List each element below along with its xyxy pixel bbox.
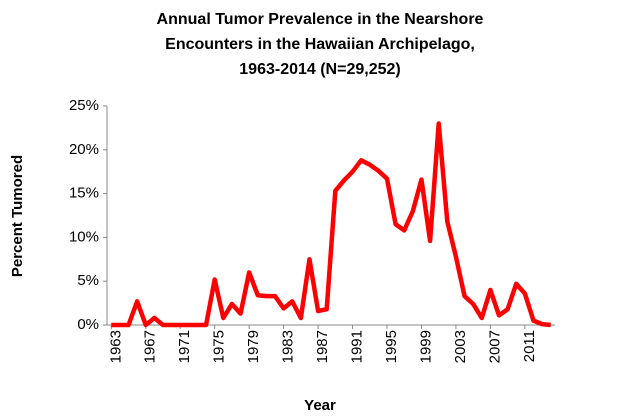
x-tick-label: 1963 [107, 330, 124, 363]
x-tick-label: 2003 [452, 330, 469, 363]
x-tick-label: 1975 [211, 330, 228, 363]
x-tick-label: 1987 [314, 330, 331, 363]
y-tick-label: 20% [69, 141, 99, 158]
x-tick-label: 2007 [486, 330, 503, 363]
x-tick-label: 1991 [349, 330, 366, 363]
x-tick-label: 1995 [383, 330, 400, 363]
x-tick-label: 2011 [521, 330, 538, 362]
y-tick-label: 10% [69, 228, 99, 245]
chart-title: 1963-2014 (N=29,252) [239, 61, 400, 78]
chart-title: Encounters in the Hawaiian Archipelago, [165, 36, 475, 53]
x-tick-label: 1999 [417, 330, 434, 363]
y-tick-label: 15% [69, 185, 99, 202]
chart-title: Annual Tumor Prevalence in the Nearshore [157, 11, 484, 28]
y-tick-label: 5% [77, 272, 99, 289]
y-axis-title: Percent Tumored [9, 155, 26, 277]
x-tick-label: 1983 [280, 330, 297, 363]
x-tick-label: 1967 [142, 330, 159, 363]
x-axis-title: Year [304, 397, 336, 414]
x-tick-label: 1971 [176, 330, 193, 363]
y-tick-label: 0% [77, 316, 99, 333]
y-tick-label: 25% [69, 97, 99, 114]
data-line [111, 121, 551, 328]
x-tick-label: 1979 [245, 330, 262, 363]
